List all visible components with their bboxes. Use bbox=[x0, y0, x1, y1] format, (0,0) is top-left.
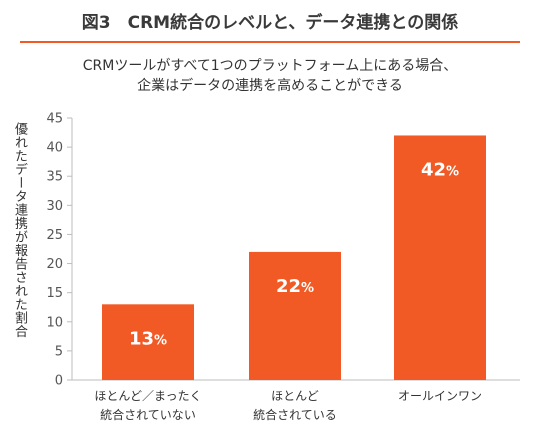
bar bbox=[394, 135, 486, 380]
y-tick-label: 10 bbox=[46, 315, 63, 330]
chart-title: CRMツールがすべて1つのプラットフォーム上にある場合、 企業はデータの連携を高… bbox=[0, 56, 540, 96]
y-tick-label: 45 bbox=[46, 112, 63, 127]
y-tick-label: 40 bbox=[46, 141, 63, 156]
y-tick-label: 0 bbox=[55, 374, 63, 389]
y-axis-label: 優れたデータ連携が報告された割合 bbox=[12, 122, 27, 338]
chart-title-line-2: 企業はデータの連携を高めることができる bbox=[137, 78, 403, 94]
x-tick-label: ほとんど／まったく bbox=[94, 389, 201, 403]
y-tick-label: 25 bbox=[46, 228, 63, 243]
chart-title-line-1: CRMツールがすべて1つのプラットフォーム上にある場合、 bbox=[82, 58, 458, 74]
y-tick-label: 5 bbox=[55, 344, 63, 359]
y-tick-label: 20 bbox=[46, 257, 63, 272]
bar-value-label: 42% bbox=[421, 159, 459, 180]
title-divider bbox=[20, 41, 520, 43]
bar-value-label: 22% bbox=[276, 276, 314, 297]
y-tick-label: 30 bbox=[46, 199, 63, 214]
x-tick-label: ほとんど bbox=[271, 389, 319, 403]
x-tick-label: 統合されている bbox=[253, 407, 337, 422]
y-tick-label: 15 bbox=[46, 286, 63, 301]
bar-value-label: 13% bbox=[129, 328, 167, 349]
y-tick-label: 35 bbox=[46, 170, 63, 185]
x-tick-label: オールインワン bbox=[398, 389, 482, 403]
x-tick-label: 統合されていない bbox=[100, 407, 196, 422]
bar bbox=[102, 304, 194, 380]
bar bbox=[249, 251, 341, 380]
figure-title: 図3 CRM統合のレベルと、データ連携との関係 bbox=[81, 13, 459, 33]
